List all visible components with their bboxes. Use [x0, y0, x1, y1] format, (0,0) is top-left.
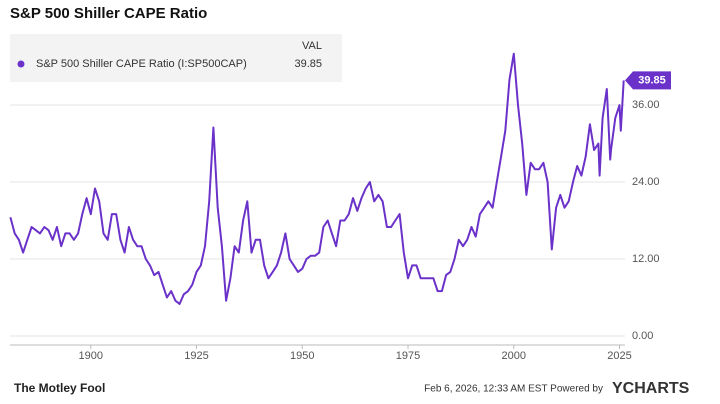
chart-title: S&P 500 Shiller CAPE Ratio	[10, 5, 207, 22]
x-tick-label: 1950	[290, 350, 314, 362]
x-tick-label: 1975	[396, 350, 420, 362]
legend-value: 39.85	[294, 58, 322, 70]
y-tick-label: 36.00	[632, 99, 660, 111]
x-tick-label: 1900	[79, 350, 103, 362]
legend-swatch	[17, 60, 25, 68]
legend-box	[10, 34, 342, 82]
x-tick-label: 1925	[184, 350, 208, 362]
y-tick-label: 0.00	[632, 330, 653, 342]
x-tick-label: 2025	[607, 350, 631, 362]
x-tick-label: 2000	[502, 350, 526, 362]
legend-header: VAL	[302, 40, 322, 52]
last-value-tag	[625, 71, 671, 90]
y-tick-label: 24.00	[632, 176, 660, 188]
timestamp: Feb 6, 2026, 12:33 AM EST Powered by	[424, 384, 603, 395]
line-series	[9, 52, 625, 305]
legend-label: S&P 500 Shiller CAPE Ratio (I:SP500CAP)	[36, 58, 247, 70]
brand: The Motley Fool	[14, 381, 105, 395]
provider: YCHARTS	[612, 380, 690, 397]
y-tick-label: 12.00	[632, 253, 660, 265]
last-value-label: 39.85	[638, 74, 666, 86]
